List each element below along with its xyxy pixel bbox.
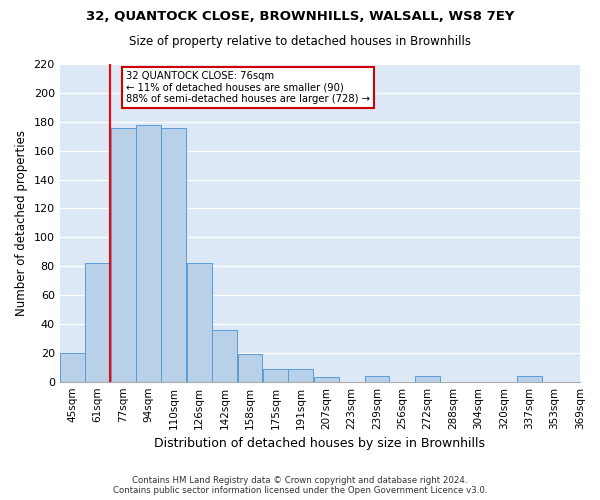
Bar [85, 264, 110, 382]
Bar [314, 378, 338, 382]
Bar [212, 330, 237, 382]
Bar [60, 353, 85, 382]
Bar [110, 128, 136, 382]
Bar [517, 376, 542, 382]
Y-axis label: Number of detached properties: Number of detached properties [15, 130, 28, 316]
Text: 32 QUANTOCK CLOSE: 76sqm
← 11% of detached houses are smaller (90)
88% of semi-d: 32 QUANTOCK CLOSE: 76sqm ← 11% of detach… [125, 71, 370, 104]
Bar [289, 368, 313, 382]
Bar [238, 354, 262, 382]
X-axis label: Distribution of detached houses by size in Brownhills: Distribution of detached houses by size … [154, 437, 485, 450]
Text: 32, QUANTOCK CLOSE, BROWNHILLS, WALSALL, WS8 7EY: 32, QUANTOCK CLOSE, BROWNHILLS, WALSALL,… [86, 10, 514, 23]
Bar [187, 264, 212, 382]
Bar [365, 376, 389, 382]
Text: Contains HM Land Registry data © Crown copyright and database right 2024.
Contai: Contains HM Land Registry data © Crown c… [113, 476, 487, 495]
Text: Size of property relative to detached houses in Brownhills: Size of property relative to detached ho… [129, 35, 471, 48]
Bar [415, 376, 440, 382]
Bar [136, 124, 161, 382]
Bar [161, 128, 187, 382]
Bar [263, 368, 288, 382]
